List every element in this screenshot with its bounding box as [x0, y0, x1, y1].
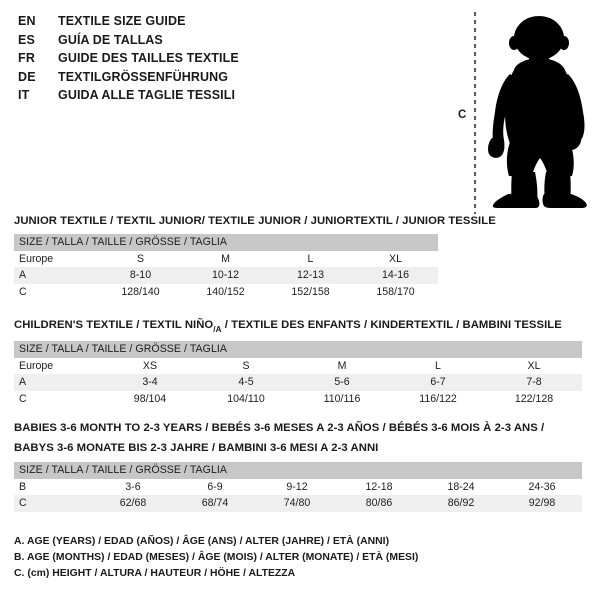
size-band-label-children: SIZE / TALLA / TAILLE / GRÖSSE / TAGLIA [14, 341, 583, 358]
language-row-it: IT GUIDA ALLE TAGLIE TESSILI [18, 86, 418, 105]
footnote-b: B. AGE (MONTHS) / EDAD (MESES) / ÂGE (MO… [14, 552, 419, 563]
table-cell: 24-36 [502, 478, 583, 495]
table-row: A 3-4 4-5 5-6 6-7 7-8 [14, 374, 583, 391]
table-cell: 7-8 [486, 374, 583, 391]
table-cell: 8-10 [98, 267, 183, 284]
toddler-silhouette-icon [488, 16, 587, 208]
table-cell: 5-6 [294, 374, 390, 391]
table-cell: 4-5 [198, 374, 294, 391]
table-babies-sizes: SIZE / TALLA / TAILLE / GRÖSSE / TAGLIA … [14, 462, 583, 512]
table-cell: 6-7 [390, 374, 486, 391]
table-cell: L [268, 250, 353, 267]
table-cell: 74/80 [256, 495, 338, 512]
table-cell: 3-4 [102, 374, 198, 391]
language-title-de: TEXTILGRÖSSENFÜHRUNG [58, 69, 229, 84]
footnote-c: C. (cm) HEIGHT / ALTURA / HAUTEUR / HÖHE… [14, 568, 296, 579]
table-cell: 152/158 [268, 283, 353, 300]
row-label: Europe [14, 250, 98, 267]
table-row: SIZE / TALLA / TAILLE / GRÖSSE / TAGLIA [14, 462, 583, 479]
row-label: C [14, 390, 102, 408]
table-row: C 128/140 140/152 152/158 158/170 [14, 283, 439, 300]
table-row: SIZE / TALLA / TAILLE / GRÖSSE / TAGLIA [14, 234, 439, 251]
language-code-it: IT [18, 88, 30, 102]
table-cell: 9-12 [256, 478, 338, 495]
table-cell: XL [486, 357, 583, 375]
language-title-fr: GUIDE DES TAILLES TEXTILE [58, 51, 239, 65]
table-cell: 3-6 [92, 478, 174, 495]
table-cell: 104/110 [198, 390, 294, 408]
table-row: B 3-6 6-9 9-12 12-18 18-24 24-36 [14, 478, 583, 495]
table-cell: M [294, 357, 390, 375]
language-code-en: EN [18, 14, 36, 28]
size-band-label-junior: SIZE / TALLA / TAILLE / GRÖSSE / TAGLIA [14, 234, 439, 251]
table-cell: 128/140 [98, 283, 183, 300]
table-cell: 80/86 [338, 495, 420, 512]
row-label: A [14, 267, 98, 284]
table-cell: 92/98 [502, 495, 583, 512]
row-label: C [14, 283, 98, 300]
language-title-list: EN TEXTILE SIZE GUIDE ES GUÍA DE TALLAS … [18, 12, 418, 105]
table-cell: 12-13 [268, 267, 353, 284]
table-row: C 62/68 68/74 74/80 80/86 86/92 92/98 [14, 495, 583, 512]
row-label: A [14, 374, 102, 391]
legend-footnotes: A. AGE (YEARS) / EDAD (AÑOS) / ÂGE (ANS)… [14, 534, 534, 582]
language-code-es: ES [18, 32, 36, 47]
footnote-a: A. AGE (YEARS) / EDAD (AÑOS) / ÂGE (ANS)… [14, 536, 390, 547]
section-title-babies-line2: BABYS 3-6 MONATE BIS 2-3 JAHRE / BAMBINI… [14, 442, 379, 454]
table-cell: 98/104 [102, 390, 198, 408]
table-cell: 122/128 [486, 390, 583, 408]
table-cell: 14-16 [353, 267, 439, 284]
language-code-de: DE [18, 69, 36, 84]
height-figure: C [440, 6, 600, 214]
table-cell: 86/92 [420, 495, 502, 512]
table-cell: 140/152 [183, 283, 268, 300]
section-title-children-pre: CHILDREN'S TEXTILE / TEXTIL NIÑO [14, 319, 214, 331]
section-title-children-sub: /A [213, 325, 222, 335]
section-title-children-post: / TEXTILE DES ENFANTS / KINDERTEXTIL / B… [221, 319, 562, 331]
language-row-en: EN TEXTILE SIZE GUIDE [18, 12, 418, 31]
table-cell: XS [102, 357, 198, 375]
language-row-de: DE TEXTILGRÖSSENFÜHRUNG [18, 68, 418, 87]
row-label: B [14, 478, 92, 495]
row-label: Europe [14, 357, 102, 375]
table-cell: 10-12 [183, 267, 268, 284]
size-band-label-babies: SIZE / TALLA / TAILLE / GRÖSSE / TAGLIA [14, 462, 583, 479]
table-cell: XL [353, 250, 439, 267]
height-measure-label: C [458, 109, 467, 121]
table-cell: 12-18 [338, 478, 420, 495]
language-row-fr: FR GUIDE DES TAILLES TEXTILE [18, 49, 418, 68]
table-cell: 6-9 [174, 478, 256, 495]
table-cell: 158/170 [353, 283, 439, 300]
row-label: C [14, 495, 92, 512]
table-cell: 62/68 [92, 495, 174, 512]
table-row: A 8-10 10-12 12-13 14-16 [14, 267, 439, 284]
table-row: Europe XS S M L XL [14, 357, 583, 375]
language-title-en: TEXTILE SIZE GUIDE [58, 14, 186, 28]
section-title-babies-line1: BABIES 3-6 MONTH TO 2-3 YEARS / BEBÉS 3-… [14, 422, 545, 434]
section-junior-textile: JUNIOR TEXTILE / TEXTIL JUNIOR/ TEXTILE … [14, 214, 496, 300]
section-title-junior: JUNIOR TEXTILE / TEXTIL JUNIOR/ TEXTILE … [14, 215, 496, 227]
table-cell: S [198, 357, 294, 375]
language-code-fr: FR [18, 51, 36, 65]
language-title-es: GUÍA DE TALLAS [58, 32, 163, 47]
section-title-children: CHILDREN'S TEXTILE / TEXTIL NIÑO/A / TEX… [14, 318, 582, 336]
table-cell: 18-24 [420, 478, 502, 495]
table-cell: 68/74 [174, 495, 256, 512]
table-cell: 110/116 [294, 390, 390, 408]
section-babies-textile: BABIES 3-6 MONTH TO 2-3 YEARS / BEBÉS 3-… [14, 421, 583, 512]
table-row: Europe S M L XL [14, 250, 439, 267]
table-cell: M [183, 250, 268, 267]
table-row: C 98/104 104/110 110/116 116/122 122/128 [14, 390, 583, 408]
table-children-sizes: SIZE / TALLA / TAILLE / GRÖSSE / TAGLIA … [14, 341, 583, 408]
language-row-es: ES GUÍA DE TALLAS [18, 31, 418, 50]
table-cell: 116/122 [390, 390, 486, 408]
height-dashed-line-icon [474, 12, 476, 214]
table-row: SIZE / TALLA / TAILLE / GRÖSSE / TAGLIA [14, 341, 583, 358]
table-cell: S [98, 250, 183, 267]
table-junior-sizes: SIZE / TALLA / TAILLE / GRÖSSE / TAGLIA … [14, 234, 439, 300]
table-cell: L [390, 357, 486, 375]
section-childrens-textile: CHILDREN'S TEXTILE / TEXTIL NIÑO/A / TEX… [14, 318, 583, 408]
language-title-it: GUIDA ALLE TAGLIE TESSILI [58, 88, 236, 102]
